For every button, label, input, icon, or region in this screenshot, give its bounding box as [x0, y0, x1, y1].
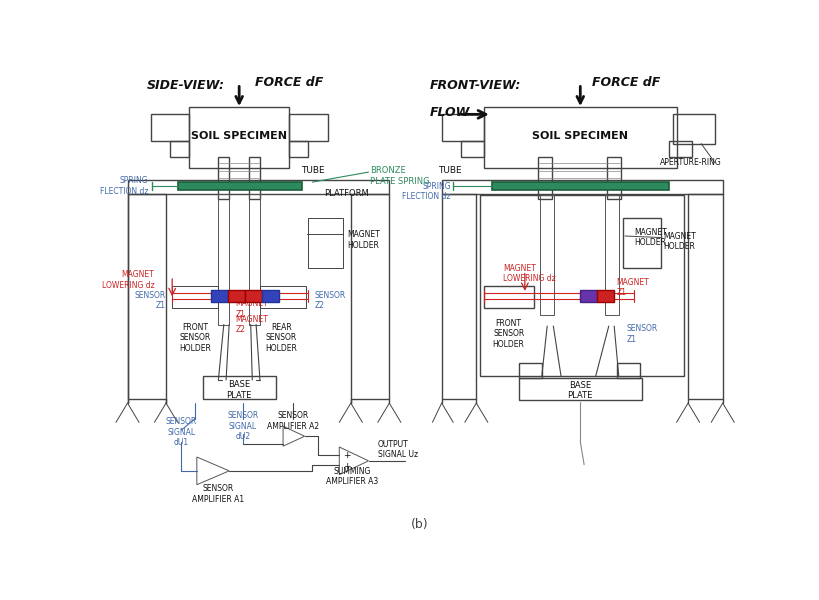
- Text: MAGNET
HOLDER: MAGNET HOLDER: [634, 228, 667, 247]
- Bar: [309, 218, 343, 268]
- Bar: [219, 194, 229, 325]
- Bar: [607, 157, 621, 199]
- Bar: [518, 363, 542, 379]
- Text: SPRING
FLECTION dz: SPRING FLECTION dz: [402, 182, 451, 201]
- Text: REAR
SENSOR
HOLDER: REAR SENSOR HOLDER: [265, 323, 297, 353]
- Bar: [605, 195, 619, 314]
- Bar: [538, 157, 552, 199]
- Text: +: +: [343, 451, 351, 460]
- Text: (b): (b): [411, 518, 429, 531]
- Bar: [178, 182, 302, 190]
- Text: +: +: [343, 462, 351, 471]
- Text: BRONZE
PLATE SPRING: BRONZE PLATE SPRING: [370, 166, 430, 185]
- Bar: [597, 290, 614, 302]
- Text: MAGNET
Z2: MAGNET Z2: [235, 315, 268, 334]
- Bar: [229, 290, 246, 302]
- Bar: [249, 157, 260, 199]
- Bar: [480, 195, 684, 376]
- Text: FORCE dF: FORCE dF: [592, 76, 660, 89]
- Bar: [672, 115, 715, 143]
- Text: SOIL SPECIMEN: SOIL SPECIMEN: [532, 131, 628, 141]
- Text: MAGNET
LOWERING dz: MAGNET LOWERING dz: [504, 264, 556, 283]
- Text: SENSOR
Z1: SENSOR Z1: [627, 324, 658, 343]
- Text: SPRING
FLECTION dz: SPRING FLECTION dz: [100, 176, 148, 196]
- Text: SENSOR
SIGNAL
dU1: SENSOR SIGNAL dU1: [165, 418, 197, 447]
- Bar: [172, 286, 219, 308]
- Bar: [151, 115, 189, 141]
- Bar: [249, 194, 260, 325]
- Bar: [484, 286, 534, 308]
- Bar: [262, 290, 279, 302]
- Text: SUMMING
AMPLIFIER A3: SUMMING AMPLIFIER A3: [326, 467, 378, 486]
- Text: SENSOR
AMPLIFIER A2: SENSOR AMPLIFIER A2: [267, 411, 319, 431]
- Text: SENSOR
SIGNAL
dU2: SENSOR SIGNAL dU2: [228, 412, 259, 441]
- Text: PLATFORM: PLATFORM: [324, 189, 369, 198]
- Bar: [219, 157, 229, 199]
- Text: APERTURE-RING: APERTURE-RING: [659, 158, 722, 167]
- Text: MAGNET
HOLDER: MAGNET HOLDER: [347, 230, 380, 250]
- Bar: [246, 290, 262, 302]
- Bar: [541, 195, 554, 314]
- Text: FRONT
SENSOR
HOLDER: FRONT SENSOR HOLDER: [493, 319, 525, 349]
- Text: MAGNET
HOLDER: MAGNET HOLDER: [663, 232, 696, 251]
- Text: SOIL SPECIMEN: SOIL SPECIMEN: [191, 131, 287, 141]
- Bar: [203, 376, 276, 399]
- Bar: [289, 115, 328, 141]
- Bar: [260, 286, 306, 308]
- Bar: [622, 218, 661, 268]
- Text: FRONT
SENSOR
HOLDER: FRONT SENSOR HOLDER: [179, 323, 211, 353]
- Text: MAGNET
LOWERING dz: MAGNET LOWERING dz: [102, 270, 155, 290]
- Bar: [581, 290, 597, 302]
- Text: MAGNET
Z1: MAGNET Z1: [235, 299, 268, 319]
- Bar: [461, 141, 484, 157]
- Text: SENSOR
Z2: SENSOR Z2: [314, 291, 346, 310]
- Bar: [189, 107, 289, 168]
- Bar: [491, 182, 669, 190]
- Text: BASE
PLATE: BASE PLATE: [227, 380, 252, 400]
- Text: OUTPUT
SIGNAL Uz: OUTPUT SIGNAL Uz: [378, 440, 418, 459]
- Bar: [441, 180, 722, 194]
- Text: FORCE dF: FORCE dF: [255, 76, 323, 89]
- Text: FRONT-VIEW:: FRONT-VIEW:: [430, 79, 522, 92]
- Text: FLOW: FLOW: [430, 106, 470, 119]
- Text: BASE
PLATE: BASE PLATE: [568, 381, 593, 400]
- Bar: [441, 115, 484, 141]
- Text: TUBE: TUBE: [301, 166, 324, 175]
- Text: SIDE-VIEW:: SIDE-VIEW:: [147, 79, 224, 92]
- Text: TUBE: TUBE: [438, 166, 461, 175]
- Bar: [289, 141, 309, 157]
- Text: SENSOR
AMPLIFIER A1: SENSOR AMPLIFIER A1: [192, 484, 244, 503]
- Bar: [484, 107, 676, 168]
- Bar: [170, 141, 189, 157]
- Bar: [128, 180, 389, 194]
- Bar: [518, 379, 642, 400]
- Text: SENSOR
Z1: SENSOR Z1: [135, 291, 166, 310]
- Bar: [669, 141, 692, 157]
- Text: MAGNET
Z1: MAGNET Z1: [617, 278, 649, 297]
- Bar: [211, 290, 229, 302]
- Bar: [618, 363, 640, 379]
